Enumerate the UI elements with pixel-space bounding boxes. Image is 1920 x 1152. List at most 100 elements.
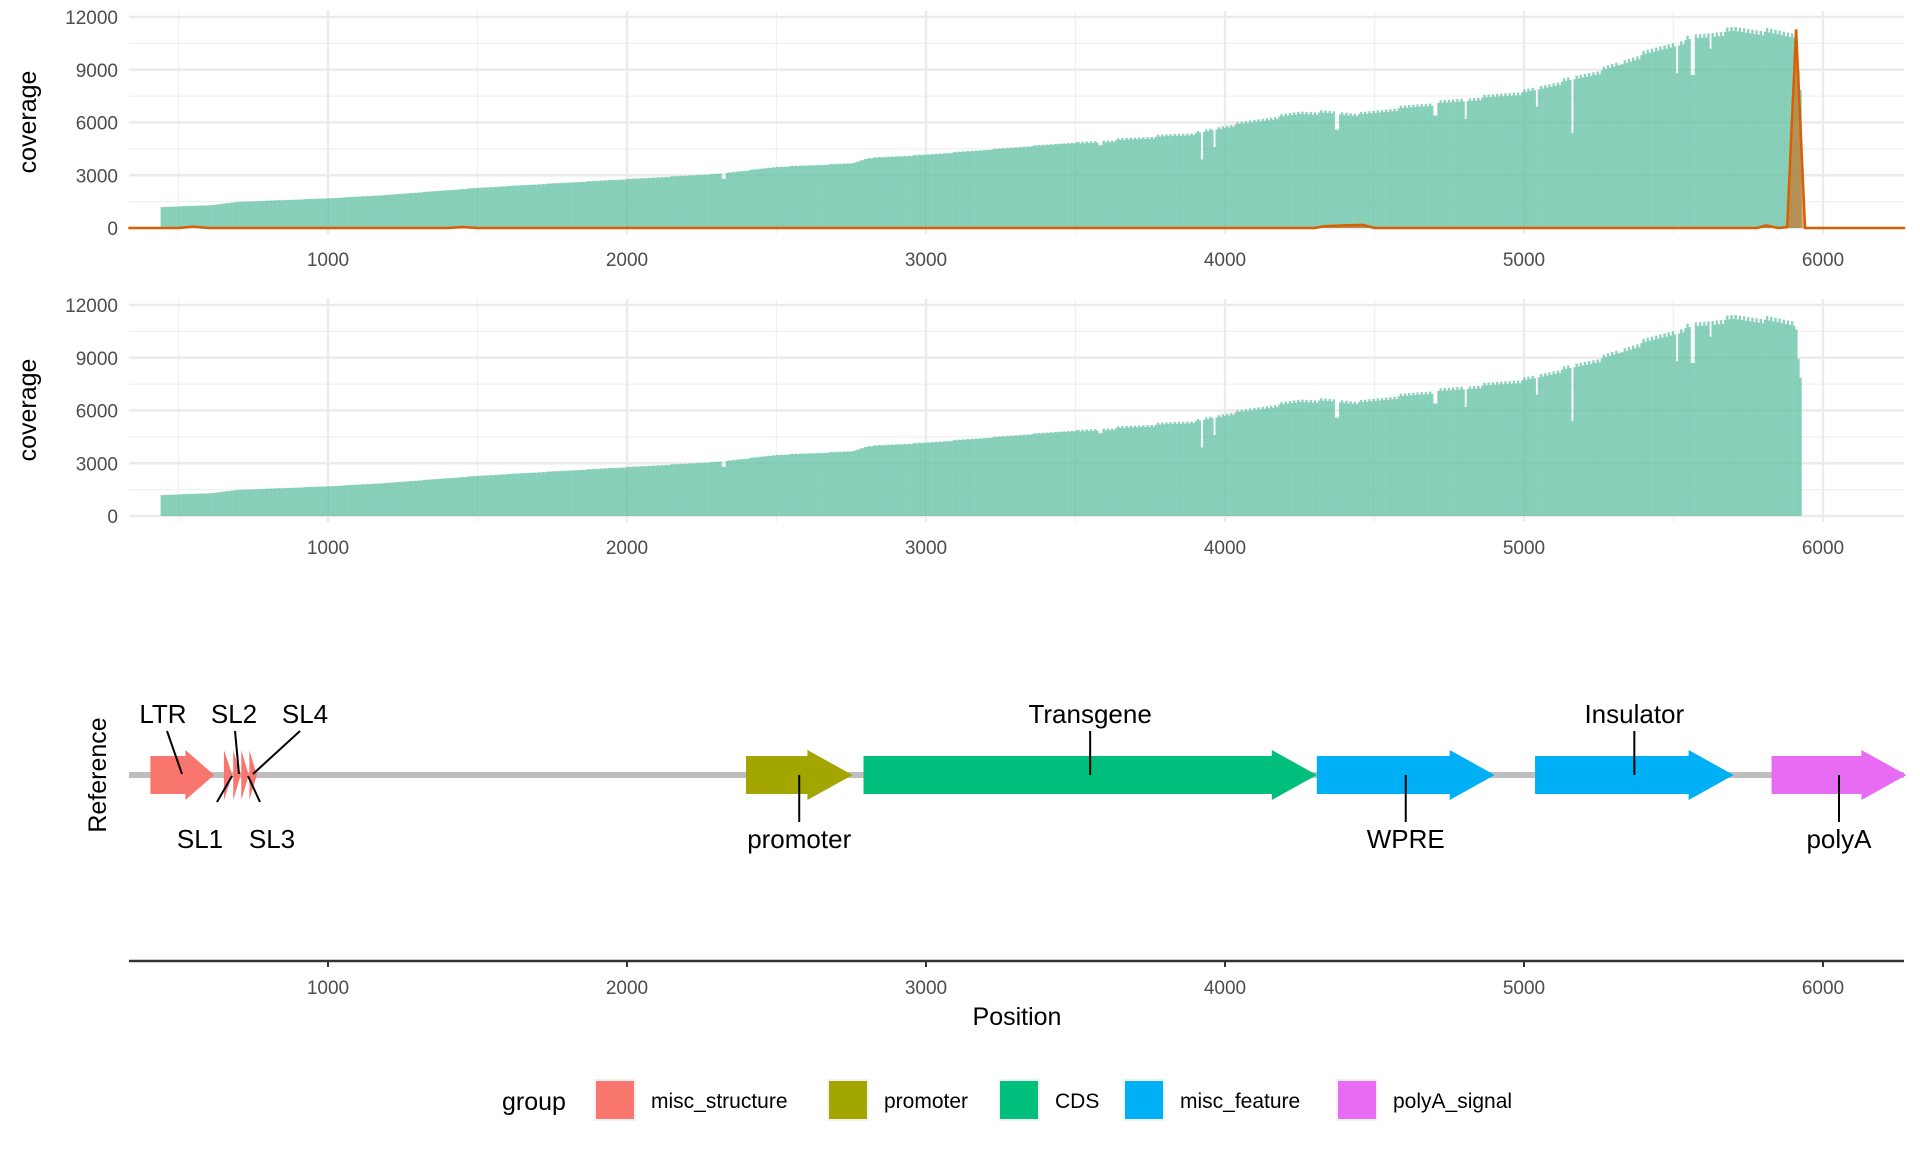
coverage-bar: [436, 190, 440, 228]
coverage-bar: [1027, 434, 1030, 516]
coverage-bar: [1439, 100, 1442, 228]
coverage-bar: [1669, 47, 1673, 228]
coverage-bar: [1493, 96, 1497, 228]
coverage-bar: [1186, 133, 1189, 228]
coverage-bar: [1171, 136, 1174, 228]
coverage-bar: [974, 438, 978, 516]
coverage-bar: [1282, 116, 1285, 228]
coverage-bar: [1215, 417, 1218, 516]
coverage-bar: [1556, 370, 1559, 516]
coverage-bar: [692, 175, 695, 228]
coverage-bar: [304, 199, 308, 228]
coverage-bar: [497, 186, 500, 228]
coverage-bar: [403, 193, 406, 228]
coverage-bar: [411, 193, 415, 228]
coverage-bar: [1562, 366, 1566, 516]
coverage-bar: [1454, 101, 1457, 228]
coverage-bar: [183, 494, 186, 516]
coverage-bar: [229, 202, 233, 228]
coverage-bar: [225, 491, 228, 516]
coverage-bar: [1663, 45, 1666, 228]
coverage-bar: [664, 464, 668, 516]
coverage-bar: [1194, 133, 1197, 228]
coverage-bar: [1288, 112, 1292, 228]
coverage-bar: [1751, 317, 1754, 516]
coverage-bar: [487, 475, 490, 516]
coverage-bar: [1351, 403, 1354, 516]
coverage-bar: [644, 177, 647, 228]
coverage-bar: [692, 463, 695, 516]
coverage-bar: [244, 489, 247, 516]
coverage-bar: [549, 471, 553, 516]
coverage-bar: [1087, 143, 1091, 228]
coverage-bar: [1001, 436, 1005, 516]
coverage-bar: [635, 178, 639, 228]
coverage-bar: [317, 198, 320, 228]
coverage-bar: [1627, 346, 1631, 516]
coverage-bar: [1173, 422, 1176, 516]
coverage-bar: [175, 206, 178, 228]
coverage-bar: [1393, 108, 1396, 228]
coverage-bar: [1211, 418, 1214, 516]
coverage-bar: [313, 486, 316, 516]
coverage-bar: [700, 462, 703, 516]
coverage-bar: [426, 479, 429, 516]
coverage-bar: [1569, 368, 1572, 516]
coverage-bar: [1462, 101, 1465, 228]
coverage-bar: [660, 465, 664, 516]
coverage-bar: [1497, 96, 1501, 228]
coverage-bar: [1470, 388, 1474, 516]
coverage-bar: [876, 445, 879, 516]
coverage-bar: [231, 202, 235, 228]
coverage-bar: [1056, 432, 1059, 516]
coverage-bar: [989, 438, 992, 516]
coverage-bar: [371, 483, 375, 516]
coverage-bar: [181, 494, 184, 516]
coverage-bar: [518, 185, 521, 228]
coverage-bar: [817, 165, 821, 228]
coverage-bar: [905, 444, 909, 516]
coverage-bar: [775, 166, 779, 228]
coverage-bar: [330, 198, 333, 228]
coverage-bar: [983, 437, 986, 516]
coverage-bar: [244, 201, 247, 228]
coverage-bar: [1489, 385, 1493, 516]
coverage-bar: [1751, 29, 1754, 228]
coverage-bar: [627, 178, 630, 228]
coverage-bar: [422, 192, 425, 228]
coverage-bar: [974, 150, 978, 228]
coverage-bar: [1320, 110, 1323, 228]
coverage-bar: [1418, 106, 1421, 228]
coverage-bar: [1418, 394, 1421, 516]
coverage-bar: [1416, 392, 1419, 516]
coverage-bar: [909, 156, 913, 228]
coverage-bar: [1244, 409, 1248, 516]
coverage-bar: [1158, 424, 1162, 516]
coverage-bar: [1657, 338, 1660, 516]
legend-key-misc_feature: [1123, 1079, 1165, 1121]
coverage-bar: [679, 175, 683, 228]
coverage-bar: [558, 471, 561, 516]
coverage-bar: [1544, 373, 1547, 516]
coverage-bar: [566, 470, 570, 516]
coverage-bar: [650, 465, 653, 516]
coverage-bar: [801, 453, 804, 516]
coverage-bar: [878, 445, 881, 516]
coverage-bar: [1391, 111, 1394, 228]
coverage-bar: [1749, 321, 1752, 516]
coverage-bar: [1508, 381, 1511, 516]
coverage-bar: [1031, 146, 1034, 228]
coverage-bar: [1251, 410, 1254, 516]
x-tick-label: 3000: [905, 538, 947, 559]
coverage-bar: [955, 440, 959, 516]
coverage-bar: [947, 152, 950, 228]
feature-label-sl2: SL2: [211, 699, 257, 729]
coverage-bar: [995, 437, 999, 516]
coverage-bar: [1148, 138, 1151, 228]
coverage-bar: [1780, 35, 1783, 228]
coverage-bar: [1202, 131, 1206, 228]
coverage-bar: [392, 194, 396, 228]
coverage-bar: [1650, 336, 1654, 516]
coverage-bar: [1420, 392, 1423, 516]
coverage-bar: [524, 184, 528, 228]
